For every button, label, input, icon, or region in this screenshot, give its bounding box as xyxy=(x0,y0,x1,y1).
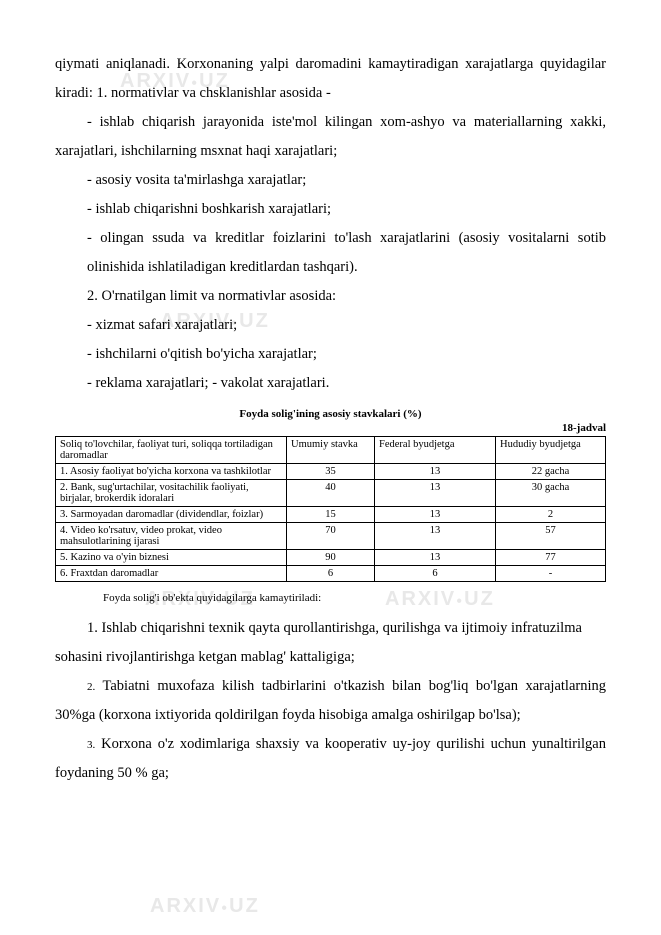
watermark: ARXIV●UZ xyxy=(150,895,260,918)
table-cell: 40 xyxy=(287,480,375,507)
num-marker: 2. xyxy=(87,681,95,693)
table-cell: 1. Asosiy faoliyat bo'yicha korxona va t… xyxy=(56,464,287,480)
table-header: Hududiy byudjetga xyxy=(496,437,606,464)
table-cell: 13 xyxy=(375,523,496,550)
table-cell: 13 xyxy=(375,480,496,507)
table-cell: 35 xyxy=(287,464,375,480)
numbered-item: 3. Korxona o'z xodimlariga shaxsiy va ko… xyxy=(55,730,606,788)
table-header-row: Soliq to'lovchilar, faoliyat turi, soliq… xyxy=(56,437,606,464)
list-item: - xizmat safari xarajatlari; xyxy=(55,311,606,340)
table-cell: 4. Video ko'rsatuv, video prokat, video … xyxy=(56,523,287,550)
table-header: Federal byudjetga xyxy=(375,437,496,464)
table-cell: 13 xyxy=(375,464,496,480)
numbered-item-cont: sohasini rivojlantirishga ketgan mablag'… xyxy=(55,643,606,672)
num-text: Tabiatni muxofaza kilish tadbirlarini o'… xyxy=(55,678,606,723)
table-cell: 6 xyxy=(375,566,496,582)
table-cell: 2 xyxy=(496,507,606,523)
table-cell: 77 xyxy=(496,550,606,566)
table-header: Soliq to'lovchilar, faoliyat turi, soliq… xyxy=(56,437,287,464)
table-cell: 2. Bank, sug'urtachilar, vositachilik fa… xyxy=(56,480,287,507)
table-cell: 22 gacha xyxy=(496,464,606,480)
list-item: - asosiy vosita ta'mirlashga xarajatlar; xyxy=(55,166,606,195)
table-cell: 6. Fraxtdan daromadlar xyxy=(56,566,287,582)
numbered-item: 2. Tabiatni muxofaza kilish tadbirlarini… xyxy=(55,672,606,730)
table-note: Foyda solig'i ob'ekta quyidagilarga kama… xyxy=(55,592,606,604)
paragraph: qiymati aniqlanadi. Korxonaning yalpi da… xyxy=(55,50,606,108)
list-item: - ishchilarni o'qitish bo'yicha xarajatl… xyxy=(55,340,606,369)
table-cell: 30 gacha xyxy=(496,480,606,507)
table-label: 18-jadval xyxy=(55,422,606,434)
table-row: 3. Sarmoyadan daromadlar (dividendlar, f… xyxy=(56,507,606,523)
table-cell: 57 xyxy=(496,523,606,550)
num-marker: 1. xyxy=(87,620,98,636)
list-item: - reklama xarajatlari; - vakolat xarajat… xyxy=(55,369,606,398)
page-content: qiymati aniqlanadi. Korxonaning yalpi da… xyxy=(55,50,606,788)
paragraph: - ishlab chiqarish jarayonida iste'mol k… xyxy=(55,108,606,166)
table-cell: 70 xyxy=(287,523,375,550)
num-text: Korxona o'z xodimlariga shaxsiy va koope… xyxy=(55,736,606,781)
num-marker: 3. xyxy=(87,739,95,751)
table-row: 2. Bank, sug'urtachilar, vositachilik fa… xyxy=(56,480,606,507)
tax-table: Soliq to'lovchilar, faoliyat turi, soliq… xyxy=(55,436,606,582)
table-cell: 5. Kazino va o'yin biznesi xyxy=(56,550,287,566)
list-item: - olingan ssuda va kreditlar foizlarini … xyxy=(55,224,606,282)
num-text: Ishlab chiqarishni texnik qayta qurollan… xyxy=(98,620,582,636)
table-cell: 15 xyxy=(287,507,375,523)
table-row: 5. Kazino va o'yin biznesi 90 13 77 xyxy=(56,550,606,566)
table-cell: 90 xyxy=(287,550,375,566)
table-cell: 6 xyxy=(287,566,375,582)
table-cell: 13 xyxy=(375,550,496,566)
table-cell: - xyxy=(496,566,606,582)
table-row: 6. Fraxtdan daromadlar 6 6 - xyxy=(56,566,606,582)
table-row: 1. Asosiy faoliyat bo'yicha korxona va t… xyxy=(56,464,606,480)
table-cell: 3. Sarmoyadan daromadlar (dividendlar, f… xyxy=(56,507,287,523)
list-item: - ishlab chiqarishni boshkarish xarajatl… xyxy=(55,195,606,224)
table-title: Foyda solig'ining asosiy stavkalari (%) xyxy=(55,408,606,420)
table-header: Umumiy stavka xyxy=(287,437,375,464)
table-cell: 13 xyxy=(375,507,496,523)
numbered-item: 1. Ishlab chiqarishni texnik qayta qurol… xyxy=(55,614,606,643)
paragraph: 2. O'rnatilgan limit va normativlar asos… xyxy=(55,282,606,311)
table-row: 4. Video ko'rsatuv, video prokat, video … xyxy=(56,523,606,550)
